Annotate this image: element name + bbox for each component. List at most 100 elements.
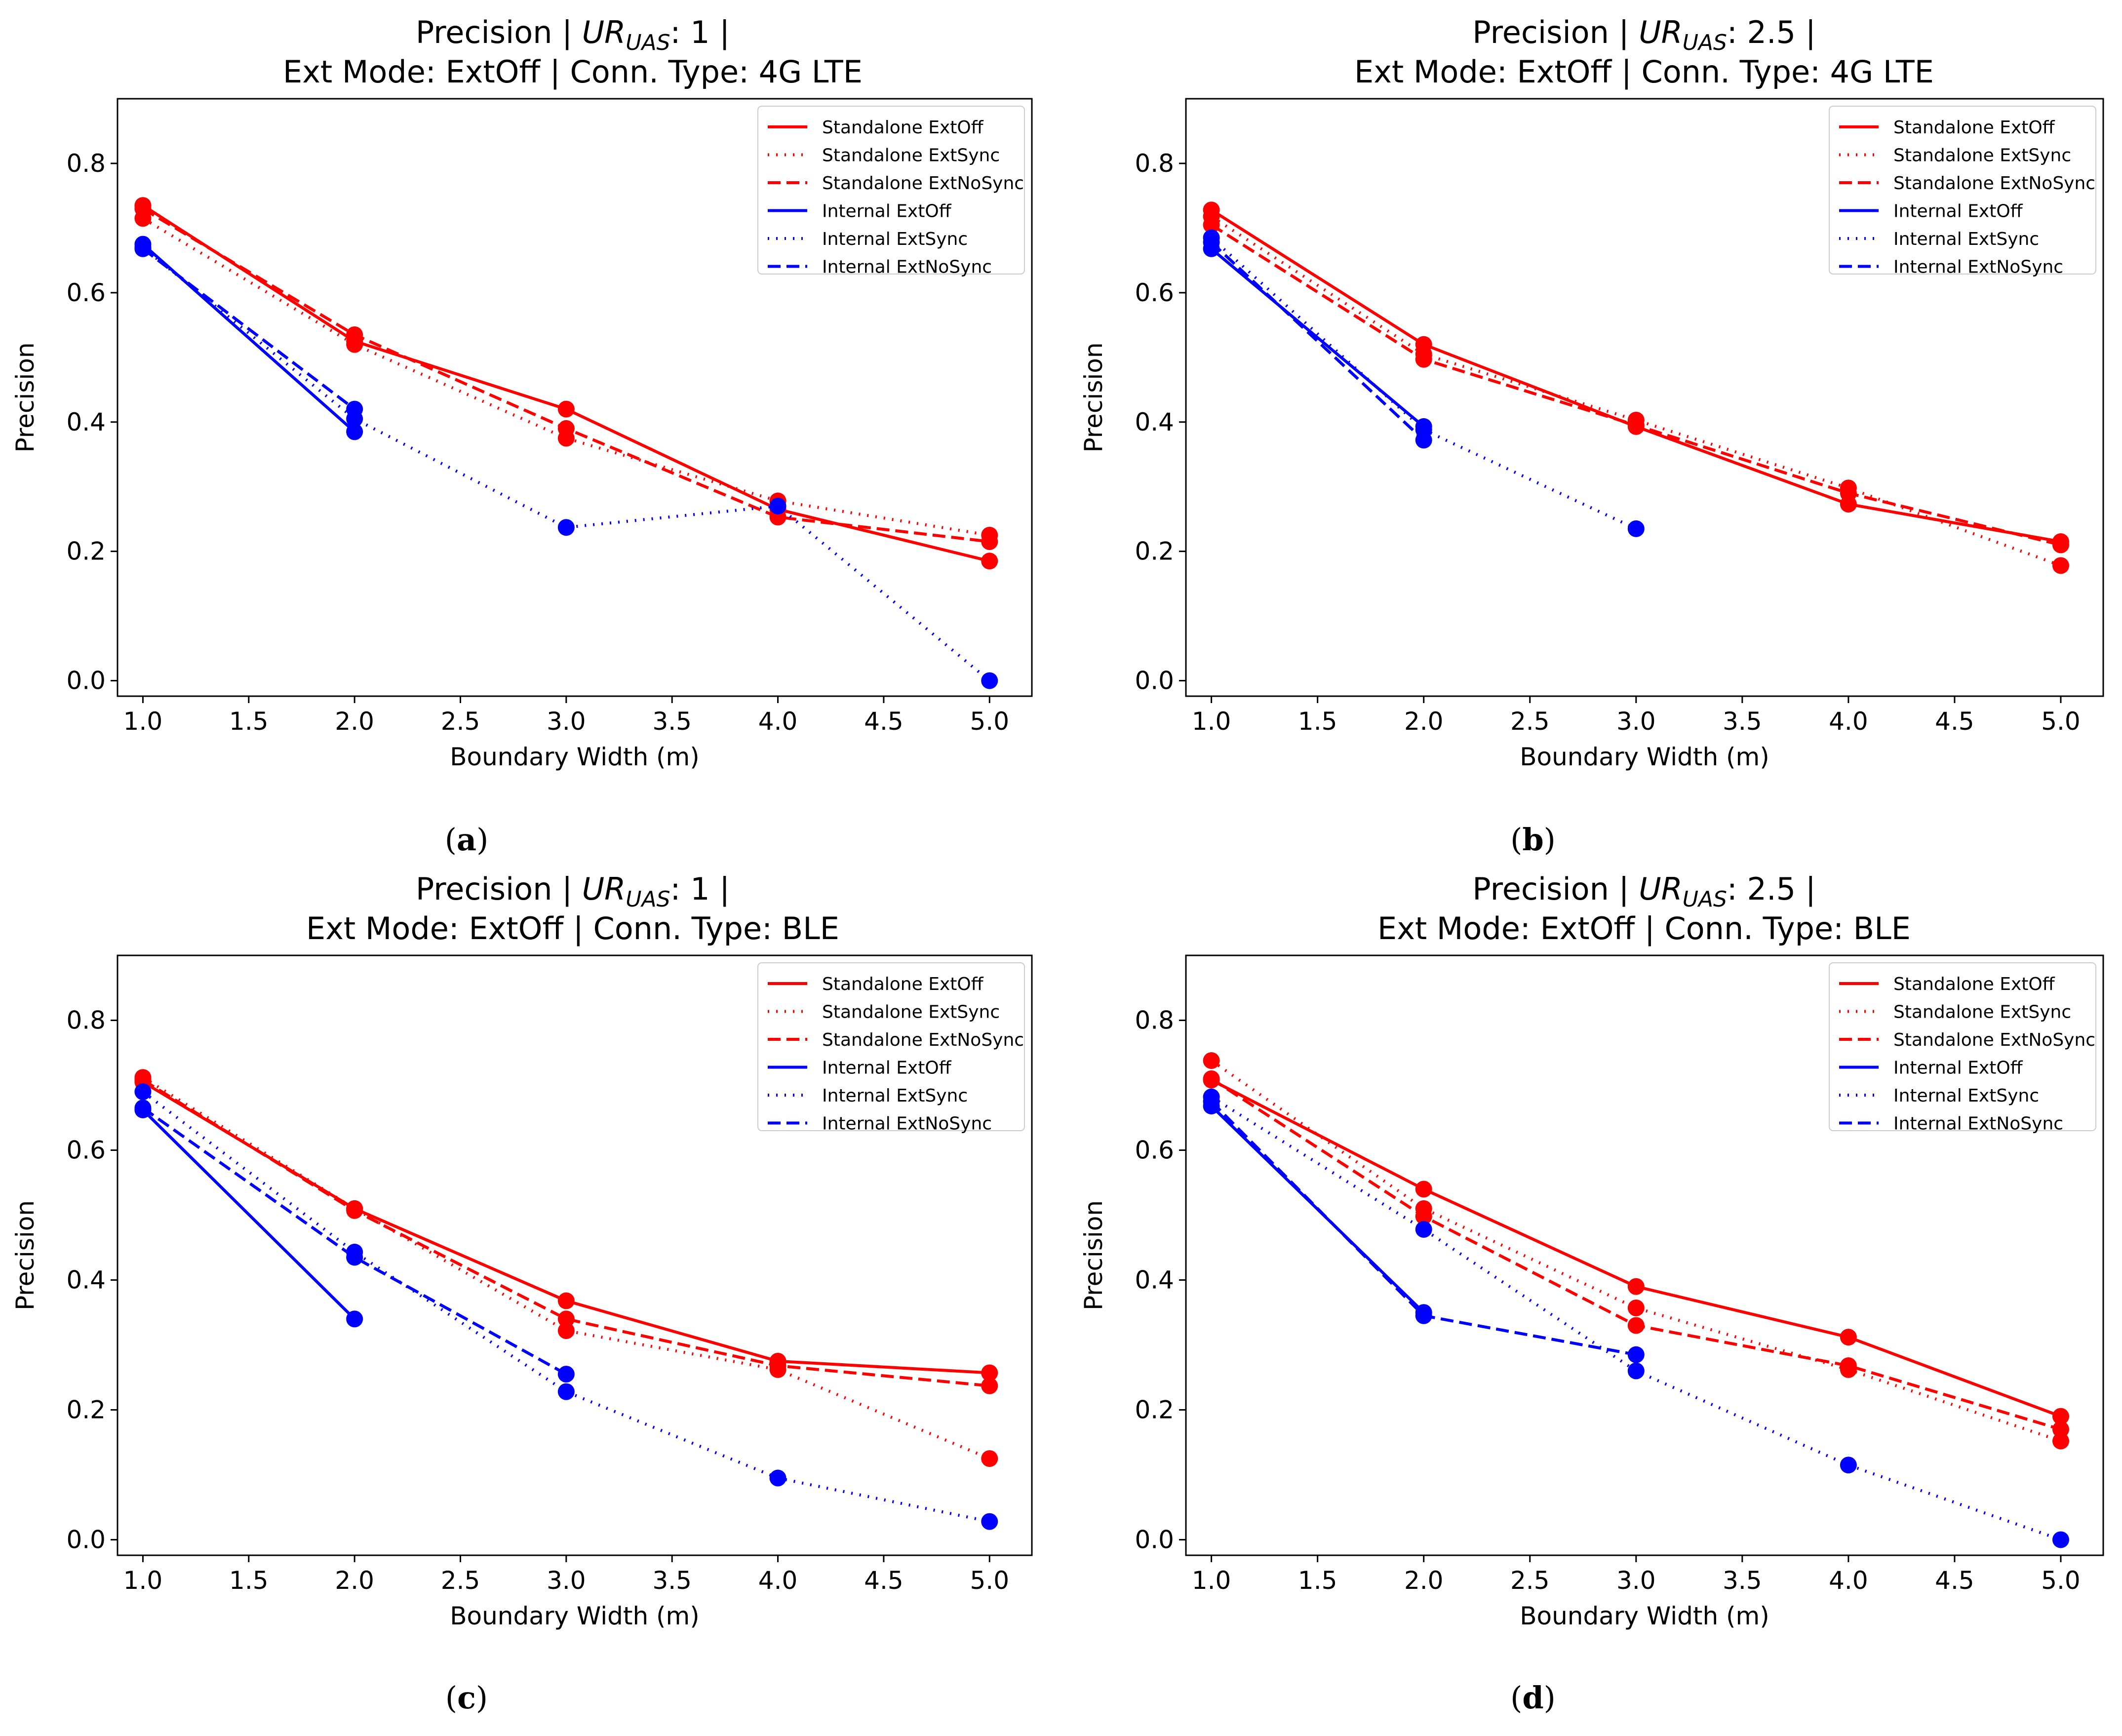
axes-frame: [117, 954, 1033, 1556]
x-tick-label: 2.5: [441, 707, 480, 736]
chart-title-line1: Precision | URUAS: 1 |: [416, 14, 730, 55]
y-axis-label: Precision: [11, 1200, 39, 1310]
y-tick-label: 0.2: [1135, 537, 1174, 566]
caption-open: (: [445, 822, 457, 858]
data-point-internal-extsync: [2052, 1531, 2069, 1548]
legend-label: Internal ExtNoSync: [1893, 1114, 2063, 1134]
chart-panel-c: 1.0 1.5 2.0 2.5 3.0 3.5 4.0 4.5 5.0 0.0 0.2 0.4 0.6 0…: [11, 871, 1033, 1716]
data-point-standalone-extnosync: [557, 420, 575, 437]
x-tick-label: 3.0: [547, 707, 586, 736]
legend-label: Standalone ExtOff: [1893, 118, 2055, 138]
x-tick-label: 4.0: [758, 707, 798, 736]
data-point-internal-extsync: [134, 1083, 152, 1101]
caption-close: ): [1544, 1680, 1556, 1716]
x-tick-label: 4.0: [758, 1566, 798, 1595]
data-point-standalone-extoff: [557, 1292, 575, 1309]
y-tick-label: 0.8: [1135, 1006, 1174, 1034]
legend-label: Standalone ExtSync: [1893, 146, 2071, 166]
data-point-internal-extoff: [346, 1310, 363, 1328]
caption-letter: c: [457, 1680, 476, 1716]
y-tick-label: 0.0: [1135, 667, 1174, 695]
axes-frame: [1185, 954, 2104, 1556]
caption-close: ): [1544, 822, 1556, 858]
series-line-internal-extoff: [1210, 247, 1425, 428]
data-point-standalone-extnosync: [134, 200, 152, 217]
legend-box: [757, 962, 1025, 1131]
y-tick-label: 0.6: [66, 278, 106, 307]
data-point-internal-extnosync: [1627, 1346, 1645, 1363]
data-point-internal-extnosync: [134, 1100, 152, 1117]
legend-label: Standalone ExtSync: [1893, 1002, 2071, 1023]
caption-open: (: [445, 1680, 457, 1716]
data-point-standalone-extnosync: [346, 326, 363, 343]
x-tick-label: 1.5: [1298, 707, 1337, 736]
legend-box: [1829, 106, 2096, 275]
data-point-standalone-extoff: [557, 400, 575, 418]
caption-close: ): [476, 822, 488, 858]
chart-title-line1: Precision | URUAS: 2.5 |: [1472, 871, 1815, 912]
y-tick-label: 0.0: [66, 667, 106, 695]
y-tick-label: 0.8: [66, 149, 106, 178]
x-tick-label: 4.5: [1935, 1566, 1974, 1595]
chart-panel-b: 1.0 1.5 2.0 2.5 3.0 3.5 4.0 4.5 5.0 0.0 0.2 0.4 0.6 0…: [1079, 14, 2104, 858]
data-point-internal-extsync: [769, 1469, 786, 1487]
legend-box: [1829, 962, 2096, 1131]
data-point-standalone-extsync: [1627, 1300, 1645, 1317]
legend-label: Standalone ExtOff: [822, 118, 984, 138]
x-tick-label: 5.0: [2041, 1566, 2081, 1595]
y-tick-label: 0.0: [66, 1525, 106, 1554]
data-point-standalone-extoff: [1840, 1329, 1857, 1346]
x-tick-label: 4.5: [1935, 707, 1974, 736]
x-axis-label: Boundary Width (m): [450, 743, 700, 771]
axes-frame: [117, 98, 1033, 697]
y-tick-label: 0.6: [66, 1136, 106, 1164]
data-point-internal-extsync: [1627, 520, 1645, 537]
series-line-standalone-extsync: [142, 1076, 990, 1460]
series-line-standalone-extsync: [1210, 1059, 2061, 1443]
data-point-internal-extsync: [1840, 1457, 1857, 1474]
panel-caption: (d): [1510, 1680, 1556, 1716]
y-axis-label: Precision: [1079, 342, 1108, 452]
x-tick-label: 3.5: [1723, 707, 1762, 736]
x-tick-label: 1.5: [229, 1566, 269, 1595]
data-point-standalone-extsync: [1203, 1052, 1220, 1069]
data-point-standalone-extsync: [981, 1450, 998, 1467]
y-tick-label: 0.6: [1135, 278, 1174, 307]
x-tick-label: 2.0: [1404, 707, 1444, 736]
y-tick-label: 0.0: [1135, 1525, 1174, 1554]
legend-label: Internal ExtSync: [822, 1086, 968, 1106]
series-line-internal-extnosync: [142, 1106, 567, 1376]
title-ur: UR: [1639, 871, 1682, 907]
title-prefix: Precision |: [1472, 14, 1639, 51]
legend-label: Standalone ExtNoSync: [1893, 1030, 2095, 1050]
data-point-internal-extnosync: [1203, 234, 1220, 251]
title-ur: UR: [582, 14, 626, 50]
data-point-standalone-extnosync: [1203, 216, 1220, 234]
chart-title-line1: Precision | URUAS: 2.5 |: [1472, 14, 1815, 55]
chart-panel-a: 1.0 1.5 2.0 2.5 3.0 3.5 4.0 4.5 5.0 0.0 0.2 0.4 0.6 0…: [11, 14, 1033, 858]
x-axis-label: Boundary Width (m): [1520, 743, 1769, 771]
data-point-standalone-extnosync: [134, 1071, 152, 1089]
data-point-standalone-extnosync: [557, 1310, 575, 1328]
y-tick-label: 0.2: [1135, 1395, 1174, 1424]
data-point-internal-extsync: [1627, 1362, 1645, 1380]
panel-caption: (c): [445, 1680, 488, 1716]
data-point-standalone-extoff: [2052, 1408, 2069, 1425]
chart-title-line2: Ext Mode: ExtOff | Conn. Type: BLE: [306, 910, 839, 947]
series-line-internal-extoff: [142, 1108, 356, 1320]
data-point-standalone-extnosync: [1627, 417, 1645, 434]
legend-label: Standalone ExtNoSync: [822, 1030, 1024, 1050]
series-line-internal-extnosync: [1210, 241, 1425, 441]
legend-label: Internal ExtOff: [1893, 1058, 2023, 1078]
legend-label: Internal ExtOff: [822, 1058, 952, 1078]
x-axis-label: Boundary Width (m): [1520, 1602, 1769, 1630]
caption-close: ): [476, 1680, 488, 1716]
x-tick-label: 5.0: [970, 1566, 1009, 1595]
x-tick-label: 3.5: [652, 1566, 692, 1595]
series-line-standalone-extnosync: [142, 1078, 990, 1387]
title-prefix: Precision |: [416, 14, 582, 51]
data-point-internal-extoff: [346, 423, 363, 440]
data-point-standalone-extnosync: [1415, 1208, 1432, 1225]
title-suffix: : 1 |: [670, 14, 730, 51]
chart-title-line2: Ext Mode: ExtOff | Conn. Type: 4G LTE: [1354, 54, 1934, 90]
